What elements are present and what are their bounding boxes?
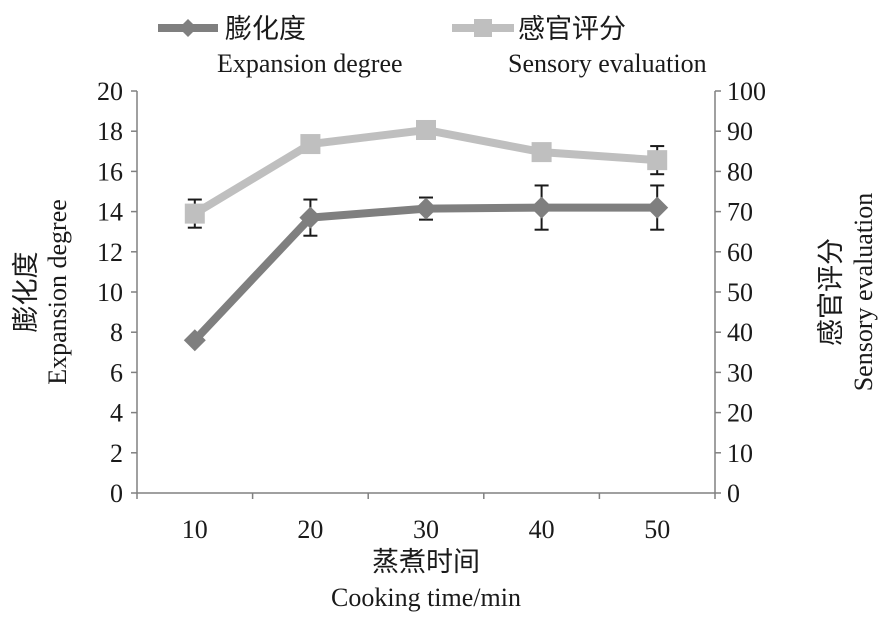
y-left-tick-label: 16 [97, 157, 123, 186]
y-right-tick-label: 60 [727, 238, 753, 267]
y-right-tick-label: 10 [727, 439, 753, 468]
y-left-tick-label: 18 [97, 117, 123, 146]
data-point-expansion [183, 329, 206, 352]
data-point-sensory [531, 142, 552, 163]
data-point-expansion [530, 196, 553, 219]
data-point-sensory [300, 134, 321, 155]
y-axis-left-ticks: 0 2 4 6 8 10 12 14 16 18 20 [97, 77, 137, 508]
y-left-tick-label: 0 [110, 479, 123, 508]
y-axis-left-title: 膨化度 [11, 252, 41, 333]
y-left-tick-label: 12 [97, 238, 123, 267]
y-right-tick-label: 30 [727, 358, 753, 387]
series-expansion [183, 184, 669, 352]
data-point-sensory [184, 203, 205, 224]
y-right-tick-label: 100 [727, 77, 766, 106]
legend-label-sensory: 感官评分 [518, 14, 626, 44]
x-axis-ticks: 10 20 30 40 50 [136, 493, 716, 544]
data-point-sensory [416, 119, 436, 140]
axes [136, 91, 716, 494]
legend-label-sensory-en: Sensory evaluation [508, 49, 707, 78]
series-layer [183, 119, 669, 352]
x-tick-label: 50 [644, 515, 670, 544]
y-right-tick-label: 70 [727, 198, 753, 227]
x-axis-title: 蒸煮时间 [372, 547, 480, 577]
x-tick-label: 20 [297, 515, 323, 544]
legend-label-expansion: 膨化度 [225, 14, 306, 44]
data-point-expansion [646, 196, 669, 219]
y-right-tick-label: 40 [727, 318, 753, 347]
series-line-expansion [191, 203, 658, 343]
y-left-tick-label: 6 [110, 358, 123, 387]
y-axis-left-title-en: Expansion degree [43, 199, 72, 385]
y-right-tick-label: 90 [727, 117, 753, 146]
legend: 膨化度 Expansion degree 感官评分 Sensory evalua… [158, 14, 707, 78]
y-right-tick-label: 80 [727, 157, 753, 186]
legend-marker-sensory [474, 19, 492, 37]
y-left-tick-label: 4 [110, 399, 123, 428]
x-tick-label: 30 [413, 515, 439, 544]
y-right-tick-label: 0 [727, 479, 740, 508]
y-right-tick-label: 20 [727, 399, 753, 428]
x-axis-title-en: Cooking time/min [331, 583, 521, 612]
data-point-expansion [415, 197, 437, 220]
data-point-sensory [647, 150, 668, 171]
data-point-expansion [299, 206, 322, 229]
x-tick-label: 10 [182, 515, 208, 544]
y-left-tick-label: 2 [110, 439, 123, 468]
y-left-tick-label: 20 [97, 77, 123, 106]
y-left-tick-label: 10 [97, 278, 123, 307]
y-right-tick-label: 50 [727, 278, 753, 307]
y-axis-right-ticks: 0 10 20 30 40 50 60 70 80 90 100 [715, 77, 766, 508]
y-left-tick-label: 14 [97, 198, 123, 227]
legend-label-expansion-en: Expansion degree [217, 49, 403, 78]
y-left-tick-label: 8 [110, 318, 123, 347]
y-axis-right-title-en: Sensory evaluation [849, 193, 878, 392]
legend-marker-expansion [179, 19, 197, 37]
series-sensory [184, 119, 668, 229]
x-tick-label: 40 [529, 515, 555, 544]
y-axis-right-title: 感官评分 [816, 238, 846, 346]
